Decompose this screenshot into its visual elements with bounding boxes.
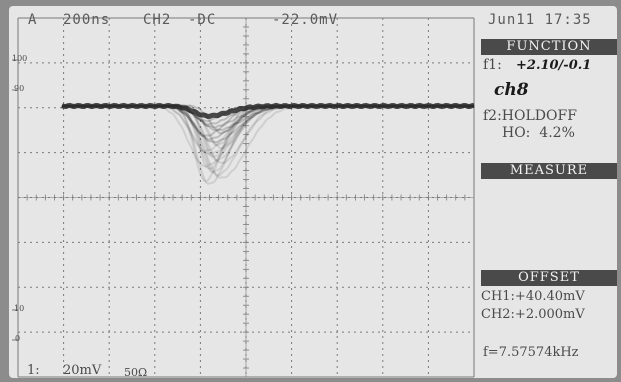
channel-index: 1: bbox=[27, 363, 40, 378]
measure-header[interactable]: MEASURE bbox=[481, 163, 617, 179]
ch1-offset: CH1:+40.40mV bbox=[481, 289, 585, 304]
scale-mark-100: 100 bbox=[12, 54, 28, 63]
channel-readout: CH2 bbox=[143, 12, 172, 28]
impedance-readout: 50Ω bbox=[124, 366, 148, 379]
coupling-readout: -DC bbox=[188, 12, 217, 28]
waveform-sweep bbox=[61, 104, 475, 185]
waveform-sweep bbox=[61, 104, 475, 170]
timebase-readout: 200ns bbox=[63, 12, 111, 28]
waveform-sweep bbox=[62, 104, 475, 165]
scale-mark-0: 0 bbox=[15, 334, 21, 343]
scale-mark-10: 10 bbox=[14, 304, 25, 313]
waveform-sweep bbox=[61, 104, 475, 183]
acquisition-mode: A bbox=[28, 12, 38, 28]
waveform-trace bbox=[61, 102, 475, 185]
ch2-offset: CH2:+2.000mV bbox=[481, 307, 585, 322]
waveform-sweep bbox=[61, 104, 475, 174]
f2-holdoff: f2:HOLDOFF bbox=[483, 108, 577, 124]
waveform-main-trace bbox=[61, 102, 475, 120]
scale-mark-90: 90 bbox=[14, 84, 25, 93]
waveform-sweep bbox=[61, 104, 475, 162]
offset-header[interactable]: OFFSET bbox=[481, 270, 617, 286]
volts-per-div: 20mV bbox=[63, 363, 102, 378]
graticule-grid bbox=[12, 17, 475, 378]
trigger-level-readout: -22.0mV bbox=[272, 12, 339, 28]
f1-handwritten-note: +2.10/-0.1 bbox=[516, 58, 592, 73]
waveform-sweep bbox=[61, 104, 475, 177]
f1-label: f1: bbox=[483, 57, 502, 73]
waveform-sweep bbox=[61, 104, 475, 179]
datetime-readout: Jun11 17:35 bbox=[488, 12, 592, 28]
oscilloscope-screen bbox=[9, 6, 617, 378]
holdoff-value: HO: 4.2% bbox=[502, 125, 575, 141]
frequency-readout: f=7.57574kHz bbox=[483, 345, 579, 360]
function-header[interactable]: FUNCTION bbox=[481, 39, 617, 55]
waveform-sweep bbox=[61, 104, 475, 168]
channel-handwritten-note: ch8 bbox=[494, 80, 529, 100]
